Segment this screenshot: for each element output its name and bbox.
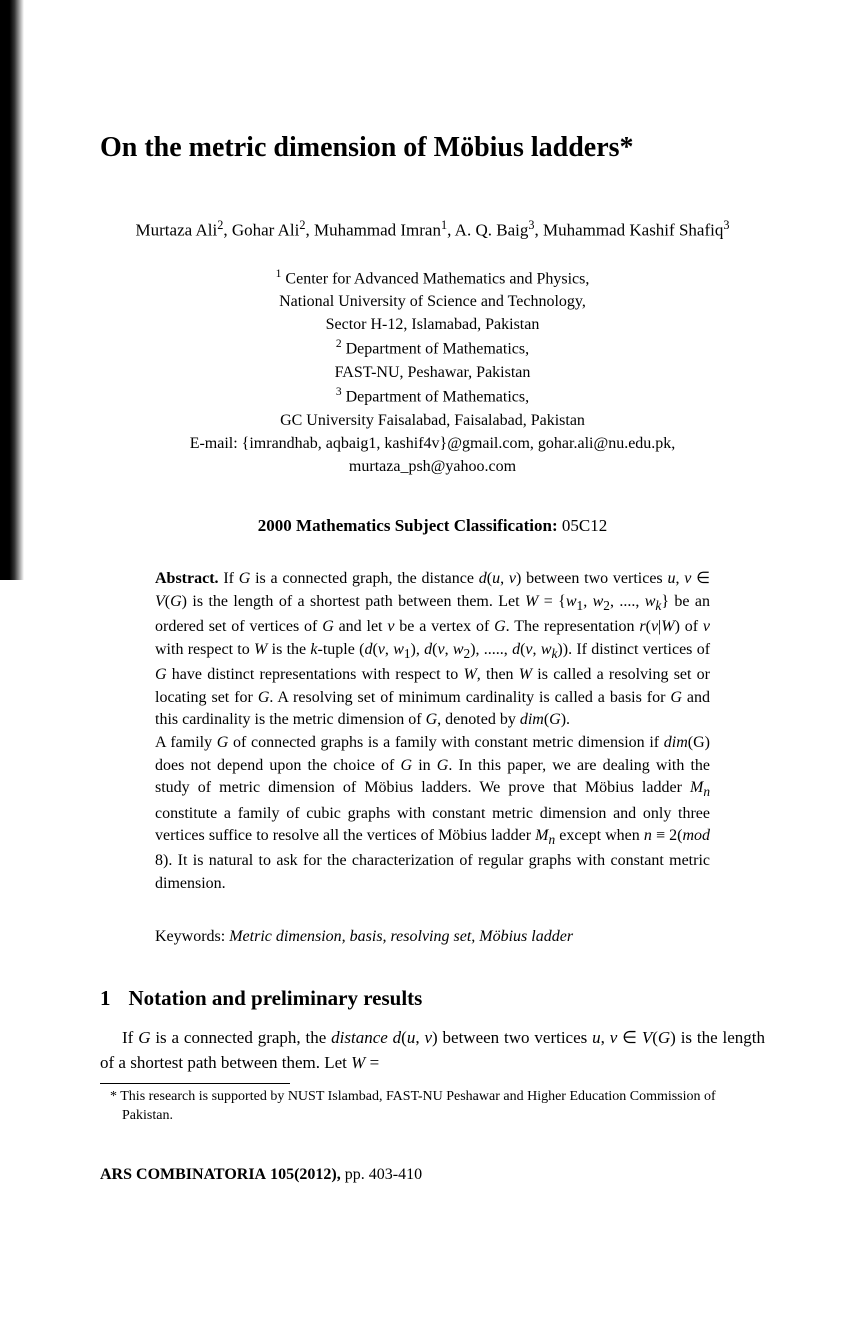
footnote-rule [100, 1083, 290, 1084]
msc-code: 05C12 [562, 516, 607, 535]
abstract-text: If G is a connected graph, the distance … [155, 570, 710, 892]
abstract-label: Abstract. [155, 570, 219, 587]
abstract: Abstract. If G is a connected graph, the… [155, 568, 710, 896]
msc-classification: 2000 Mathematics Subject Classification:… [100, 516, 765, 536]
scan-shadow [0, 0, 24, 580]
msc-label: 2000 Mathematics Subject Classification: [258, 516, 558, 535]
paper-title: On the metric dimension of Möbius ladder… [100, 130, 765, 166]
affiliations: 1 Center for Advanced Mathematics and Ph… [100, 266, 765, 479]
section-title: Notation and preliminary results [129, 986, 423, 1010]
journal-pages: pp. 403-410 [345, 1166, 422, 1183]
section-number: 1 [100, 986, 111, 1010]
journal-name: ARS COMBINATORIA [100, 1166, 266, 1183]
journal-volume: 105(2012), [270, 1166, 341, 1183]
journal-citation: ARS COMBINATORIA 105(2012), pp. 403-410 [100, 1166, 765, 1184]
keywords-label: Keywords: [155, 928, 225, 945]
body-paragraph: If G is a connected graph, the distance … [100, 1025, 765, 1075]
authors: Murtaza Ali2, Gohar Ali2, Muhammad Imran… [100, 216, 765, 243]
keywords-content: Metric dimension, basis, resolving set, … [229, 928, 573, 945]
keywords: Keywords: Metric dimension, basis, resol… [155, 928, 710, 946]
section-heading: 1 Notation and preliminary results [100, 986, 765, 1011]
footnote: * This research is supported by NUST Isl… [100, 1088, 765, 1126]
